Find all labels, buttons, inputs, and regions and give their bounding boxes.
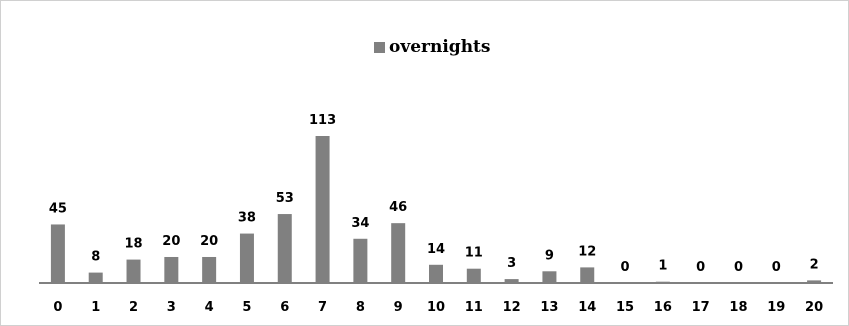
bar-10 — [429, 264, 443, 283]
x-tick-label-9: 9 — [394, 300, 403, 315]
bar-8 — [353, 238, 368, 283]
bar-16 — [655, 281, 670, 283]
data-label-1: 8 — [91, 250, 100, 265]
legend-swatch — [374, 41, 385, 53]
data-label-16: 1 — [658, 259, 667, 274]
data-label-6: 53 — [276, 191, 294, 206]
x-tick-label-17: 17 — [692, 300, 710, 315]
data-label-18: 0 — [734, 260, 743, 275]
data-label-8: 34 — [351, 216, 369, 231]
data-label-3: 20 — [162, 234, 180, 249]
data-label-2: 18 — [124, 237, 142, 252]
x-tick-label-1: 1 — [91, 300, 100, 315]
data-label-7: 113 — [309, 113, 336, 128]
data-label-9: 46 — [389, 200, 407, 215]
bar-9 — [391, 223, 406, 283]
x-tick-label-2: 2 — [129, 300, 138, 315]
x-tick-label-11: 11 — [465, 300, 483, 315]
bar-12 — [504, 279, 519, 283]
data-label-0: 45 — [49, 201, 67, 216]
x-tick-label-10: 10 — [427, 300, 445, 315]
x-tick-label-14: 14 — [578, 300, 596, 315]
bar-6 — [277, 214, 292, 283]
x-tick-label-20: 20 — [805, 300, 823, 315]
x-tick-label-6: 6 — [280, 300, 289, 315]
bar-7 — [315, 136, 330, 283]
bar-3 — [164, 256, 179, 283]
legend: overnights — [374, 37, 490, 57]
x-tick-label-19: 19 — [767, 300, 785, 315]
data-label-13: 9 — [545, 248, 554, 263]
x-tick-label-3: 3 — [167, 300, 176, 315]
data-label-20: 2 — [810, 257, 819, 272]
data-label-11: 11 — [465, 246, 483, 261]
bar-5 — [239, 233, 254, 283]
x-tick-label-0: 0 — [53, 300, 62, 315]
data-label-14: 12 — [578, 244, 596, 259]
bar-13 — [542, 271, 557, 283]
x-tick-label-13: 13 — [540, 300, 558, 315]
x-tick-label-18: 18 — [729, 300, 747, 315]
x-tick-label-7: 7 — [318, 300, 327, 315]
bar-0 — [50, 224, 65, 283]
bar-11 — [466, 268, 481, 283]
x-tick-label-12: 12 — [503, 300, 521, 315]
data-label-5: 38 — [238, 211, 256, 226]
data-label-17: 0 — [696, 260, 705, 275]
data-label-10: 14 — [427, 242, 445, 257]
bar-14 — [580, 267, 595, 283]
data-label-15: 0 — [621, 260, 630, 275]
x-tick-label-8: 8 — [356, 300, 365, 315]
data-label-19: 0 — [772, 260, 781, 275]
bar-2 — [126, 259, 141, 283]
bar-1 — [88, 272, 103, 283]
data-label-12: 3 — [507, 256, 516, 271]
bar-20 — [807, 280, 822, 283]
x-tick-label-15: 15 — [616, 300, 634, 315]
x-tick-label-4: 4 — [205, 300, 214, 315]
x-tick-label-5: 5 — [242, 300, 251, 315]
x-tick-label-16: 16 — [654, 300, 672, 315]
data-label-4: 20 — [200, 234, 218, 249]
legend-label: overnights — [389, 37, 491, 57]
bar-4 — [202, 256, 217, 283]
